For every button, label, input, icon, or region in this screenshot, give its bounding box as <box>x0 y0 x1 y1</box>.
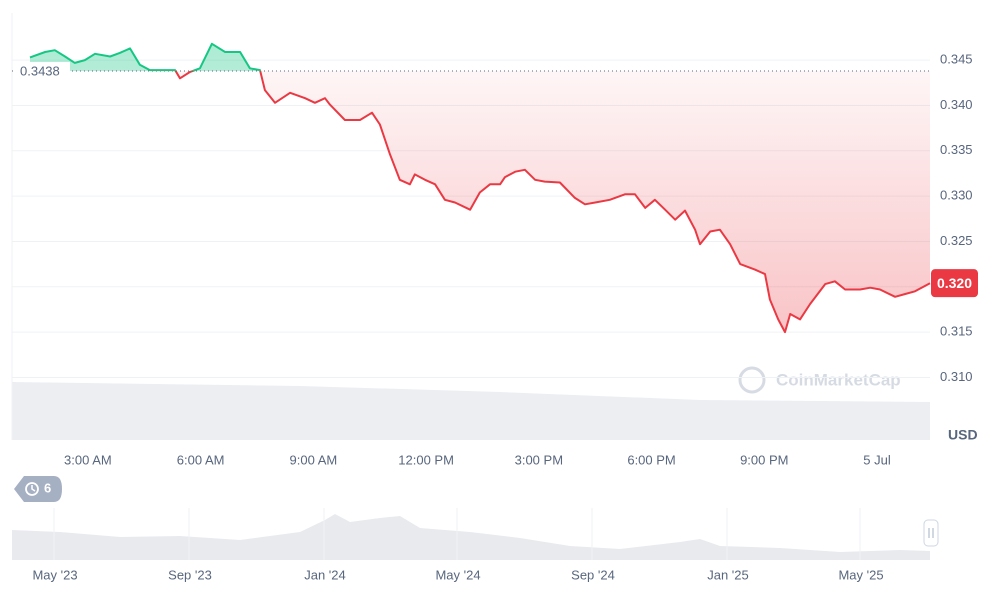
reference-label: 0.3438 <box>20 63 60 78</box>
x-tick-label: 3:00 AM <box>64 452 112 467</box>
y-axis-label: USD <box>948 427 978 443</box>
price-line <box>149 71 931 334</box>
current-price-badge <box>931 269 978 298</box>
y-tick-label: 0.315 <box>940 324 973 339</box>
y-tick-label: 0.340 <box>940 97 973 112</box>
y-tick-label: 0.325 <box>940 233 973 248</box>
navigator-label: May '23 <box>32 567 77 582</box>
y-tick-label: 0.335 <box>940 142 973 157</box>
area-below <box>175 71 930 333</box>
navigator-label: May '25 <box>838 567 883 582</box>
x-tick-label: 9:00 PM <box>740 452 788 467</box>
y-tick-label: 0.345 <box>940 52 973 67</box>
navigator-label: Sep '23 <box>168 567 212 582</box>
navigator-label: May '24 <box>435 567 480 582</box>
volume-band <box>12 382 930 440</box>
x-tick-label: 9:00 AM <box>290 452 338 467</box>
x-tick-label: 12:00 PM <box>398 452 454 467</box>
navigator-label: Sep '24 <box>571 567 615 582</box>
navigator-label: Jan '24 <box>304 567 346 582</box>
area-above <box>30 43 930 72</box>
x-tick-label: 3:00 PM <box>515 452 563 467</box>
x-tick-label: 6:00 AM <box>177 452 225 467</box>
reference-label-bg <box>16 62 70 81</box>
navigator-label: Jan '25 <box>707 567 749 582</box>
watermark-text: CoinMarketCap <box>776 370 901 389</box>
y-tick-label: 0.310 <box>940 369 973 384</box>
current-price-label: 0.320 <box>937 275 972 291</box>
x-tick-label: 5 Jul <box>863 452 891 467</box>
x-tick-label: 6:00 PM <box>627 452 675 467</box>
watermark: CoinMarketCap <box>738 366 901 394</box>
history-badge[interactable]: 6 <box>14 476 62 502</box>
navigator[interactable] <box>12 514 939 560</box>
y-tick-label: 0.330 <box>940 188 973 203</box>
badge-count: 6 <box>44 480 51 495</box>
